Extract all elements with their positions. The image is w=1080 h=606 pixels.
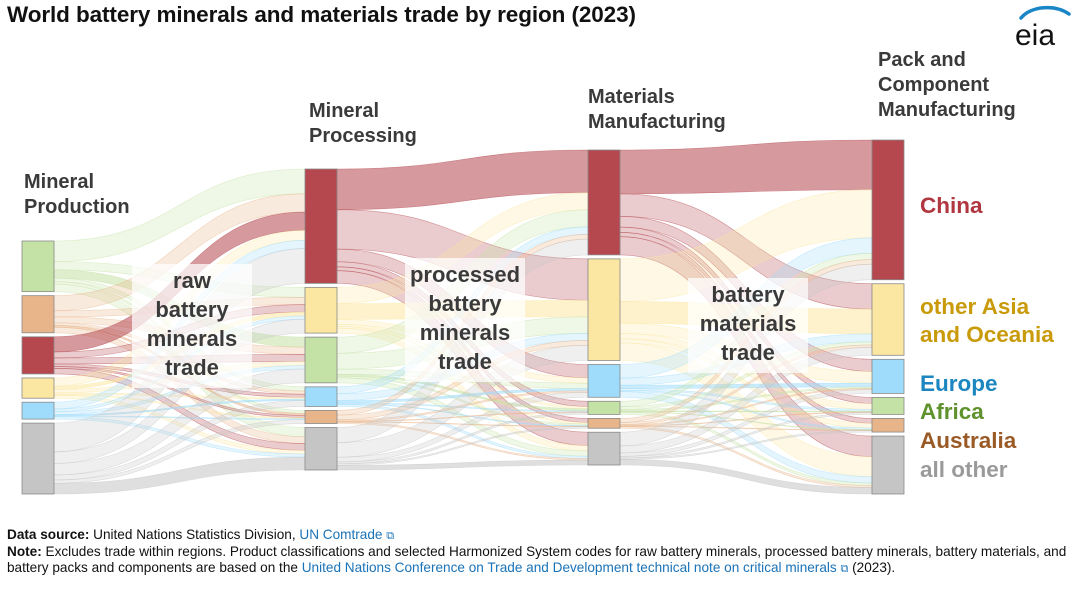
stage-label-production: Mineral xyxy=(24,171,94,193)
region-label-asia: other Asia xyxy=(920,294,1030,319)
region-nodes xyxy=(21,139,905,495)
stage-label-materials: Materials xyxy=(588,86,675,108)
node-processing-other xyxy=(304,427,338,471)
node-production-china xyxy=(21,336,55,375)
stage-labels: Mineral Production Mineral Processing Materi… xyxy=(24,49,1016,218)
stage-label-materials: Manufacturing xyxy=(588,111,726,133)
node-processing-asia xyxy=(304,286,338,334)
data-source-line: Data source: United Nations Statistics D… xyxy=(7,527,1077,544)
external-link-icon: ⧉ xyxy=(386,530,395,542)
node-materials-africa xyxy=(587,400,621,415)
stage-label-pack: Component xyxy=(878,74,989,96)
flow-link-materials-africa-to-pack-africa xyxy=(619,410,873,413)
stage-label-processing: Processing xyxy=(309,125,417,147)
note-end: (2023). xyxy=(848,560,896,575)
eia-logo[interactable]: eia xyxy=(1011,4,1075,50)
note-line: Note: Excludes trade within regions. Pro… xyxy=(7,544,1077,577)
sankey-chart: raw battery minerals trade processed battery m… xyxy=(21,49,1054,495)
node-pack-africa xyxy=(871,396,905,415)
un-comtrade-link[interactable]: UN Comtrade xyxy=(299,527,383,542)
node-processing-africa xyxy=(304,336,338,384)
logo-text: eia xyxy=(1015,19,1055,50)
flow-labels: raw battery minerals trade processed battery m… xyxy=(132,258,808,388)
stage-label-production: Production xyxy=(24,196,130,218)
node-materials-asia xyxy=(587,258,621,361)
node-production-africa xyxy=(21,240,55,293)
node-materials-europe xyxy=(587,364,621,398)
footer-notes: Data source: United Nations Statistics D… xyxy=(7,527,1077,577)
node-production-australia xyxy=(21,295,55,334)
node-processing-australia xyxy=(304,410,338,424)
flow-label-background xyxy=(132,264,252,388)
stage-label-pack: Pack and xyxy=(878,49,966,71)
node-production-other xyxy=(21,422,55,495)
flow-label-background xyxy=(688,278,808,373)
unctad-note-link[interactable]: United Nations Conference on Trade and D… xyxy=(301,560,837,575)
flow-label-text: materials xyxy=(700,311,797,336)
source-text: United Nations Statistics Division, xyxy=(89,527,300,542)
region-label-asia: and Oceania xyxy=(920,322,1054,347)
external-link-icon: ⧉ xyxy=(840,563,849,575)
region-label-europe: Europe xyxy=(920,371,998,396)
flow-label-text: minerals xyxy=(147,326,238,351)
stage-label-processing: Mineral xyxy=(309,100,379,122)
node-processing-china xyxy=(304,168,338,284)
note-text: Excludes trade within regions. Product c… xyxy=(7,544,1067,575)
region-legend: China other Asia and Oceania Europe Africa Au… xyxy=(920,193,1054,482)
node-pack-other xyxy=(871,435,905,495)
logo-swoosh-icon xyxy=(1019,5,1071,20)
stage-label-pack: Manufacturing xyxy=(878,99,1016,121)
region-label-china: China xyxy=(920,193,983,218)
region-label-other: all other xyxy=(920,457,1008,482)
flow-label-text: minerals xyxy=(420,320,511,345)
source-label: Data source: xyxy=(7,527,90,542)
node-production-asia xyxy=(21,377,55,399)
flow-label-text: raw xyxy=(173,268,212,293)
flow-label-text: trade xyxy=(165,355,219,380)
node-pack-australia xyxy=(871,418,905,433)
flow-label-text: battery xyxy=(428,291,502,316)
region-label-africa: Africa xyxy=(920,399,984,424)
node-pack-china xyxy=(871,139,905,281)
flow-label-text: battery xyxy=(155,297,229,322)
node-pack-asia xyxy=(871,283,905,356)
note-label: Note: xyxy=(7,544,42,559)
flow-label-background xyxy=(405,258,525,382)
node-pack-europe xyxy=(871,358,905,394)
flow-label-text: trade xyxy=(438,349,492,374)
node-processing-europe xyxy=(304,386,338,407)
flow-label-text: battery xyxy=(711,282,785,307)
page-title: World battery minerals and materials tra… xyxy=(7,2,636,27)
node-production-europe xyxy=(21,401,55,420)
flow-link-materials-china-to-pack-china xyxy=(619,139,873,195)
node-materials-australia xyxy=(587,417,621,429)
node-materials-china xyxy=(587,149,621,256)
node-materials-other xyxy=(587,431,621,466)
region-label-australia: Australia xyxy=(920,428,1017,453)
flow-label-text: trade xyxy=(721,340,775,365)
flow-label-text: processed xyxy=(410,262,520,287)
